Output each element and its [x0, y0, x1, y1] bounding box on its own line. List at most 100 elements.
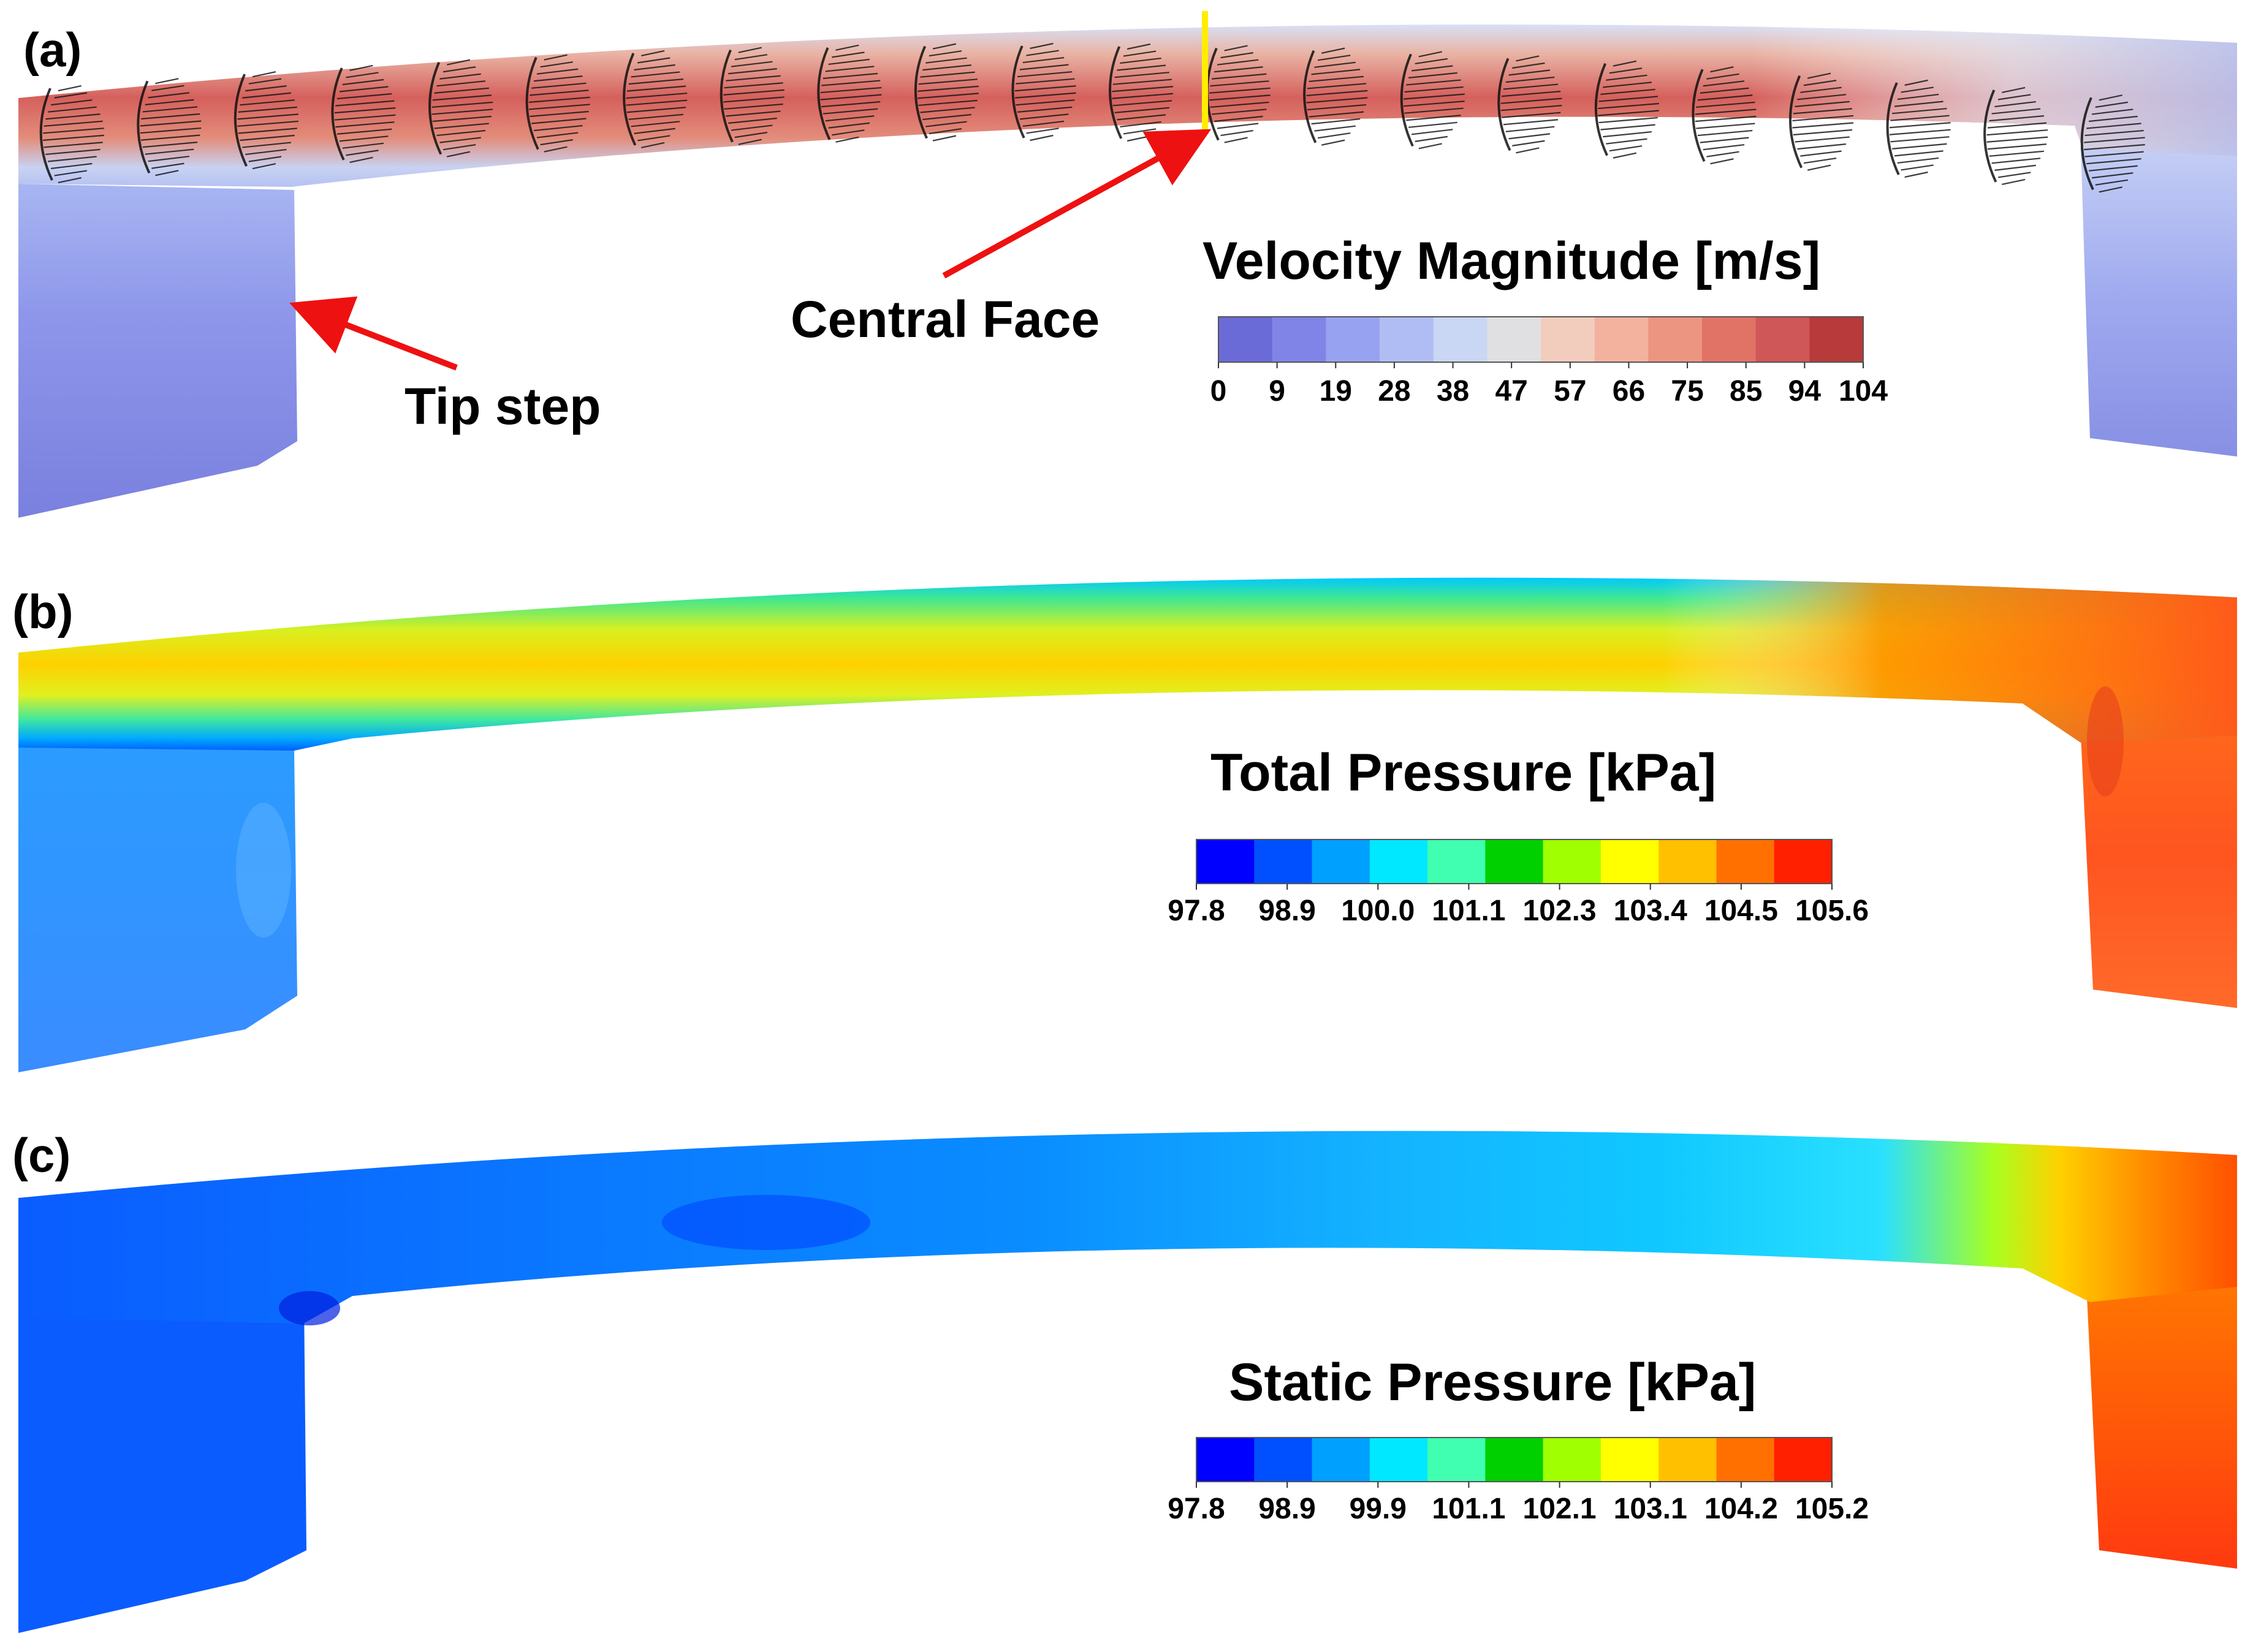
tip-step-arrow: [289, 296, 458, 371]
tick-label: 98.9: [1258, 1493, 1315, 1525]
tick-label: 57: [1554, 375, 1586, 407]
colorbar-segment: [1312, 839, 1370, 884]
tick-label: 102.1: [1523, 1493, 1597, 1525]
tick-label: 19: [1320, 375, 1352, 407]
colorbar-segment: [1380, 317, 1434, 362]
tick-label: 99.9: [1350, 1493, 1407, 1525]
tick-label: 0: [1210, 375, 1227, 407]
legend-a-ticks: 0 9 19 28 38 47 57 66 75 85 94 104: [1210, 362, 1888, 407]
colorbar-segment: [1487, 317, 1541, 362]
velocity-profile: [1497, 55, 1562, 154]
colorbar-segment: [1648, 317, 1703, 362]
colorbar-segment: [1272, 317, 1326, 362]
tick-label: 103.4: [1614, 895, 1687, 927]
colorbar-segment: [1594, 317, 1649, 362]
tick-label: 100.0: [1341, 895, 1415, 927]
panel-c-right-block: [2087, 1262, 2237, 1569]
panel-c-flow-band: [18, 1131, 2237, 1324]
colorbar-segment: [1716, 1438, 1775, 1482]
colorbar-segment: [1218, 317, 1273, 362]
velocity-profile: [1400, 51, 1465, 150]
tick-label: 105.2: [1795, 1493, 1869, 1525]
velocity-profile: [1303, 47, 1368, 146]
panel-a: (a) Central Face Tip step Velocity Magni…: [18, 11, 2237, 518]
legend-a-title: Velocity Magnitude [m/s]: [1202, 232, 1820, 290]
velocity-profile: [2080, 94, 2145, 193]
tick-label: 38: [1437, 375, 1469, 407]
velocity-profile: [331, 64, 396, 163]
panel-b: (b) Total Pressure [kPa] 97.8 98.9 100.0 10…: [12, 577, 2237, 1072]
colorbar-segment: [1702, 317, 1757, 362]
tick-label: 102.3: [1523, 895, 1597, 927]
colorbar-segment: [1774, 1438, 1833, 1482]
central-face-label: Central Face: [791, 290, 1100, 348]
colorbar-frame: [1218, 316, 1864, 363]
colorbar-segment: [1326, 317, 1380, 362]
legend-c-colorbar: [1196, 1437, 1833, 1482]
velocity-profile: [39, 85, 104, 184]
tick-label: 75: [1671, 375, 1703, 407]
colorbar-segment: [1254, 839, 1313, 884]
tick-label: 9: [1269, 375, 1285, 407]
velocity-profile: [1692, 66, 1757, 165]
colorbar-segment: [1600, 839, 1659, 884]
colorbar-segment: [1658, 839, 1717, 884]
tick-label: 105.6: [1795, 895, 1869, 927]
velocity-profile: [137, 78, 202, 176]
legend-b-title: Total Pressure [kPa]: [1210, 743, 1716, 802]
velocity-profile: [525, 54, 590, 153]
panel-b-flow-band-right: [18, 577, 2237, 751]
tick-label: 104.5: [1704, 895, 1778, 927]
panel-c: (c) Static Pressure [kPa] 97.8 98.9 99.9 10…: [12, 1128, 2237, 1633]
colorbar-segment: [1716, 839, 1775, 884]
tick-label: 28: [1378, 375, 1410, 407]
velocity-profile: [1886, 79, 1951, 178]
velocity-profile: [720, 47, 785, 145]
colorbar-segment: [1369, 1438, 1428, 1482]
colorbar-segment: [1600, 1438, 1659, 1482]
colorbar-segment: [1427, 839, 1486, 884]
colorbar-segment: [1427, 1438, 1486, 1482]
legend-b-colorbar: [1196, 839, 1833, 884]
legend-a-colorbar: [1218, 316, 1864, 363]
legend-b-ticks: 97.8 98.9 100.0 101.1 102.3 103.4 104.5 105.6: [1168, 884, 1869, 927]
velocity-profile: [817, 44, 882, 143]
colorbar-segment: [1369, 839, 1428, 884]
colorbar-segment: [1485, 1438, 1544, 1482]
panel-b-highpressure-spot: [2087, 686, 2124, 797]
colorbar-segment: [1809, 317, 1864, 362]
colorbar-frame: [1196, 839, 1833, 884]
colorbar-segment: [1658, 1438, 1717, 1482]
velocity-profile: [1011, 42, 1076, 142]
tick-label: 47: [1495, 375, 1527, 407]
tick-label: 98.9: [1258, 895, 1315, 927]
velocity-profile: [1594, 60, 1659, 159]
velocity-profile: [428, 59, 493, 157]
panel-b-label: (b): [12, 585, 74, 638]
legend-c-ticks: 97.8 98.9 99.9 101.1 102.1 103.1 104.2 105.2: [1168, 1482, 1869, 1525]
colorbar-segment: [1541, 317, 1595, 362]
colorbar-segment: [1196, 839, 1255, 884]
tip-step-label: Tip step: [405, 377, 601, 435]
tick-label: 101.1: [1432, 1493, 1505, 1525]
tick-label: 104: [1839, 375, 1888, 407]
colorbar-segment: [1312, 1438, 1370, 1482]
panel-b-left-block: [18, 735, 297, 1072]
panel-a-left-block: [18, 184, 297, 518]
colorbar-segment: [1774, 839, 1833, 884]
colorbar-segment: [1485, 839, 1544, 884]
panel-c-corner-spot: [279, 1291, 340, 1325]
central-face-arrow: [942, 129, 1212, 279]
velocity-profile: [1983, 86, 2048, 186]
tick-label: 104.2: [1704, 1493, 1778, 1525]
panel-b-right-block: [2081, 705, 2237, 1008]
tick-label: 66: [1613, 375, 1645, 407]
panel-a-label: (a): [23, 23, 82, 77]
colorbar-segment: [1254, 1438, 1313, 1482]
tick-label: 103.1: [1614, 1493, 1687, 1525]
velocity-profile: [623, 50, 688, 149]
panel-c-lowpressure-spot: [662, 1195, 870, 1250]
tick-label: 85: [1730, 375, 1762, 407]
tick-label: 101.1: [1432, 895, 1505, 927]
